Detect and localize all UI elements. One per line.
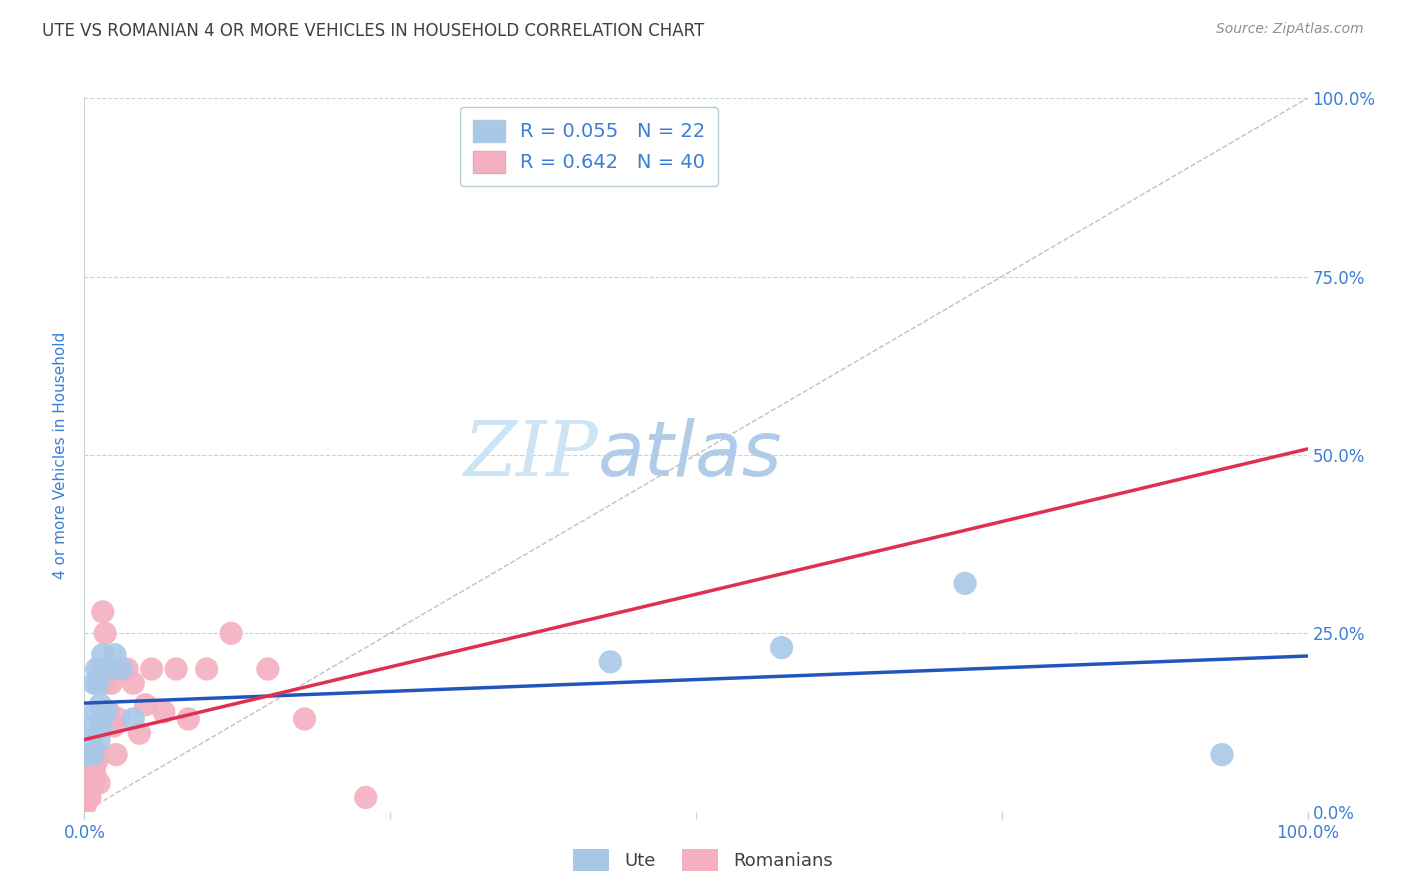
Point bbox=[87, 733, 110, 747]
Point bbox=[76, 787, 98, 801]
Text: ZIP: ZIP bbox=[464, 418, 598, 491]
Point bbox=[83, 676, 105, 690]
Point bbox=[195, 662, 218, 676]
Point bbox=[77, 747, 100, 762]
Text: Source: ZipAtlas.com: Source: ZipAtlas.com bbox=[1216, 22, 1364, 37]
Point bbox=[75, 794, 97, 808]
Point bbox=[96, 662, 118, 676]
Point bbox=[79, 790, 101, 805]
Point bbox=[77, 790, 100, 805]
Point bbox=[105, 747, 128, 762]
Text: UTE VS ROMANIAN 4 OR MORE VEHICLES IN HOUSEHOLD CORRELATION CHART: UTE VS ROMANIAN 4 OR MORE VEHICLES IN HO… bbox=[42, 22, 704, 40]
Point bbox=[79, 733, 101, 747]
Point bbox=[87, 747, 110, 762]
Point bbox=[91, 605, 114, 619]
Point bbox=[97, 662, 120, 676]
Point bbox=[80, 719, 103, 733]
Point bbox=[110, 662, 132, 676]
Point bbox=[219, 626, 242, 640]
Point bbox=[80, 769, 103, 783]
Point bbox=[135, 698, 157, 712]
Point bbox=[94, 626, 117, 640]
Point bbox=[87, 676, 110, 690]
Point bbox=[87, 776, 110, 790]
Point bbox=[122, 676, 145, 690]
Point bbox=[93, 705, 115, 719]
Point bbox=[97, 705, 120, 719]
Point bbox=[141, 662, 163, 676]
Point bbox=[953, 576, 976, 591]
Text: atlas: atlas bbox=[598, 418, 783, 491]
Y-axis label: 4 or more Vehicles in Household: 4 or more Vehicles in Household bbox=[53, 331, 69, 579]
Legend: Ute, Romanians: Ute, Romanians bbox=[567, 842, 839, 879]
Point bbox=[153, 705, 176, 719]
Point bbox=[93, 676, 115, 690]
Point bbox=[82, 747, 104, 762]
Point bbox=[1211, 747, 1233, 762]
Point bbox=[75, 797, 97, 812]
Point bbox=[115, 662, 138, 676]
Point bbox=[91, 648, 114, 662]
Point bbox=[104, 648, 127, 662]
Point bbox=[90, 719, 112, 733]
Point bbox=[257, 662, 280, 676]
Point bbox=[96, 705, 118, 719]
Legend: R = 0.055   N = 22, R = 0.642   N = 40: R = 0.055 N = 22, R = 0.642 N = 40 bbox=[460, 107, 718, 186]
Point bbox=[83, 762, 105, 776]
Point bbox=[107, 712, 129, 726]
Point bbox=[354, 790, 377, 805]
Point bbox=[86, 662, 108, 676]
Point bbox=[177, 712, 200, 726]
Point bbox=[599, 655, 621, 669]
Point bbox=[294, 712, 316, 726]
Point bbox=[770, 640, 793, 655]
Point bbox=[84, 769, 107, 783]
Point bbox=[128, 726, 150, 740]
Point bbox=[110, 662, 132, 676]
Point bbox=[103, 719, 125, 733]
Point bbox=[84, 705, 107, 719]
Point bbox=[77, 783, 100, 797]
Point bbox=[89, 698, 111, 712]
Point bbox=[122, 712, 145, 726]
Point bbox=[165, 662, 187, 676]
Point bbox=[77, 780, 100, 794]
Point bbox=[86, 755, 108, 769]
Point bbox=[82, 776, 104, 790]
Point bbox=[76, 790, 98, 805]
Point bbox=[89, 662, 111, 676]
Point bbox=[79, 776, 101, 790]
Point bbox=[100, 676, 122, 690]
